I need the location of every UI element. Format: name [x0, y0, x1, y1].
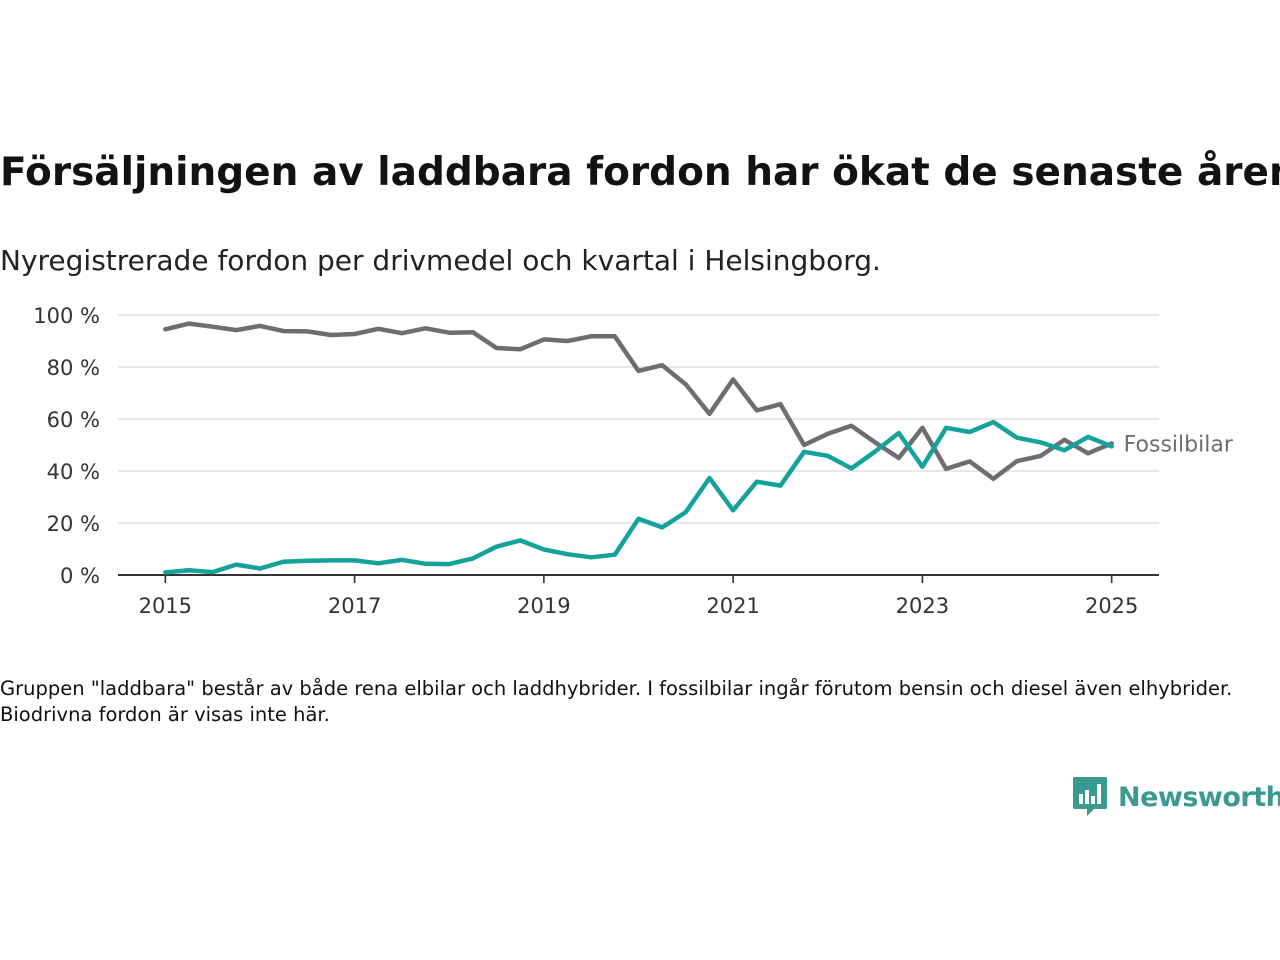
bar-chart-icon	[1073, 777, 1107, 816]
x-tick-label: 2017	[328, 594, 381, 618]
newsworthy-logo: Newsworthy	[1072, 776, 1280, 818]
x-tick-label: 2019	[517, 594, 570, 618]
logo-text: Newsworthy	[1118, 781, 1280, 813]
y-tick-label: 0 %	[60, 564, 100, 588]
x-tick-label: 2023	[896, 594, 949, 618]
footnote: Gruppen "laddbara" består av både rena e…	[0, 677, 1233, 726]
gridlines	[118, 314, 1159, 524]
y-tick-label: 20 %	[47, 512, 100, 536]
series-line-1	[163, 321, 1114, 482]
series-label: Fossilbilar	[1124, 432, 1234, 457]
y-axis: 0 % 20 % 40 % 60 % 80 % 100 %	[33, 304, 100, 588]
line-chart: 0 % 20 % 40 % 60 % 80 % 100 % 2015 2017 2019 202…	[33, 304, 1234, 618]
x-tick-label: 2021	[706, 594, 759, 618]
y-tick-label: 40 %	[47, 460, 100, 484]
y-tick-label: 100 %	[33, 304, 100, 328]
x-tick-label: 2015	[139, 594, 192, 618]
chart-subtitle: Nyregistrerade fordon per drivmedel och …	[0, 244, 881, 277]
x-axis: 2015 2017 2019 2021 2023 2025	[118, 574, 1159, 618]
chart-title: Försäljningen av laddbara fordon har öka…	[0, 150, 1280, 195]
series-line-2	[163, 419, 1114, 575]
x-tick-label: 2025	[1085, 594, 1138, 618]
series-labels: Fossilbilar	[1124, 432, 1234, 457]
y-tick-label: 80 %	[47, 356, 100, 380]
y-tick-label: 60 %	[47, 408, 100, 432]
series-lines	[163, 321, 1114, 575]
